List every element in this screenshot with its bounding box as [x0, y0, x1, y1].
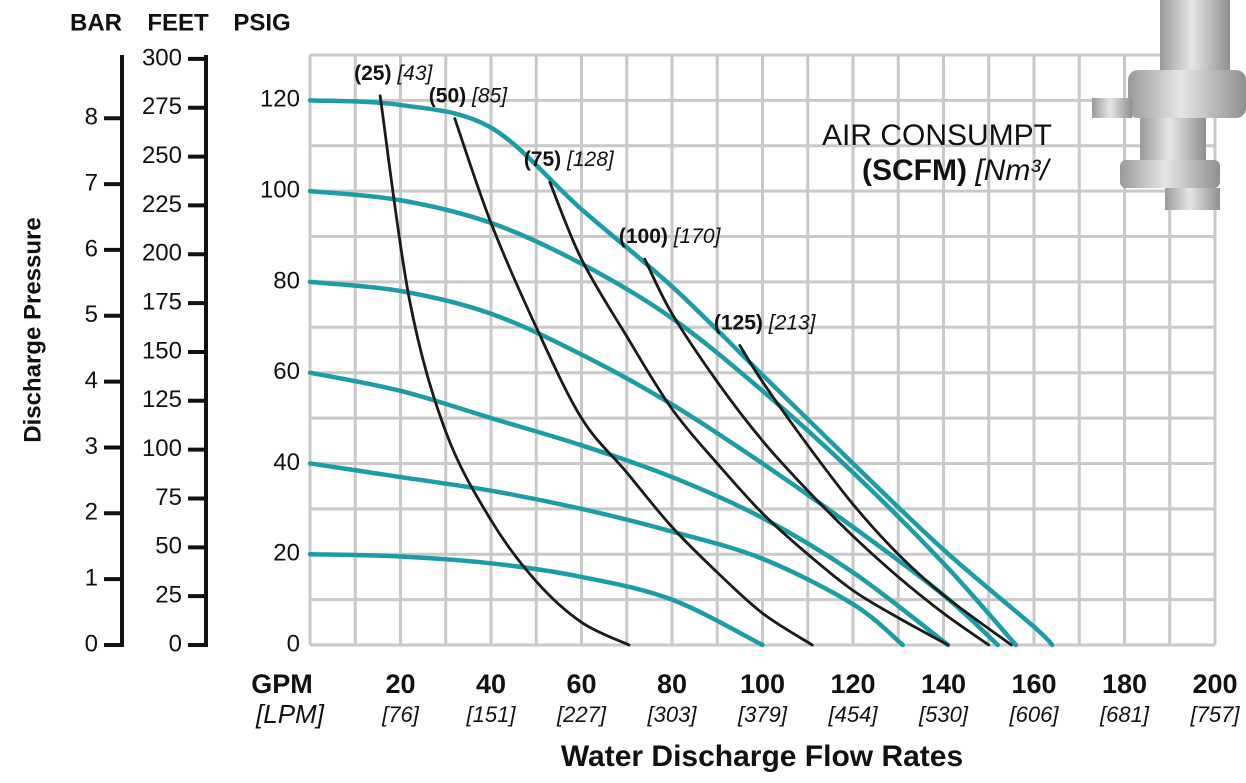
feet-tick-label: 150 — [142, 337, 182, 364]
x-tick-label-metric: [454] — [828, 702, 879, 727]
x-tick-label-metric: [681] — [1099, 702, 1150, 727]
x-tick-label: 120 — [830, 669, 875, 699]
pressure-curve — [307, 551, 765, 648]
pressure-curve — [307, 370, 951, 648]
air-label-scfm: (50) — [429, 84, 466, 107]
bar-axis-title: BAR — [70, 9, 122, 36]
y-tick-label: 80 — [273, 267, 300, 294]
x-axis-title: Water Discharge Flow Rates — [561, 740, 963, 773]
x-tick-label-metric: [379] — [737, 702, 788, 727]
feet-tick-label: 125 — [142, 386, 182, 413]
feet-tick-label: 100 — [142, 435, 182, 462]
x-tick-label-metric: [76] — [381, 702, 420, 727]
y-tick-label: 60 — [273, 358, 300, 385]
pump-flange — [1128, 70, 1246, 118]
subtitle-italic: [Nm³/ — [974, 154, 1051, 187]
x-tick-label: 20 — [385, 669, 415, 699]
air-curve — [548, 180, 950, 647]
chart-subtitle: (SCFM) [Nm³/ — [862, 154, 1051, 187]
bar-tick-label: 4 — [85, 367, 98, 394]
pressure-curve — [307, 188, 1019, 648]
y-tick-label: 120 — [260, 86, 300, 113]
x-tick-label-metric: [303] — [647, 702, 698, 727]
bar-tick-label: 8 — [85, 104, 98, 131]
bar-tick-label: 7 — [85, 169, 98, 196]
air-label-scfm: (25) — [354, 61, 391, 84]
chart-title: AIR CONSUMPT — [822, 119, 1052, 152]
pressure-curve — [307, 98, 1055, 648]
feet-tick-label: 275 — [142, 93, 182, 120]
x-tick-label: 200 — [1192, 669, 1237, 699]
feet-tick-label: 25 — [155, 582, 182, 609]
x-tick-label: 160 — [1011, 669, 1056, 699]
x-tick-label: 60 — [566, 669, 596, 699]
feet-tick-label: 200 — [142, 240, 182, 267]
bar-tick-label: 1 — [85, 564, 98, 591]
y-tick-label: 20 — [273, 540, 300, 567]
feet-axis-title: FEET — [147, 9, 209, 36]
y-tick-label: 100 — [260, 176, 300, 203]
air-label-metric: [128] — [566, 148, 615, 171]
x-unit: GPM — [251, 669, 313, 699]
pump-foot — [1120, 160, 1220, 188]
subtitle-bold: (SCFM) — [862, 154, 967, 187]
air-curve — [643, 257, 991, 647]
feet-tick-label: 75 — [155, 484, 182, 511]
x-tick-label-metric: [757] — [1190, 702, 1241, 727]
curves: (25) [43](50) [85](75) [128](100) [170](… — [307, 61, 1055, 648]
y-tick-label: 0 — [287, 630, 300, 657]
feet-tick-label: 250 — [142, 142, 182, 169]
air-label-metric: [43] — [396, 61, 433, 84]
x-unit-metric: [LPM] — [255, 699, 325, 729]
psig-axis-title: PSIG — [233, 9, 290, 36]
air-curve-label: (75) [128] — [524, 148, 615, 171]
x-tick-label-metric: [227] — [556, 702, 607, 727]
feet-tick-label: 0 — [169, 630, 182, 657]
pump-base — [1165, 188, 1220, 210]
air-label-scfm: (100) — [619, 225, 668, 248]
feet-tick-label: 175 — [142, 288, 182, 315]
grid — [308, 53, 1217, 647]
x-tick-label: 80 — [657, 669, 687, 699]
bar-tick-label: 5 — [85, 301, 98, 328]
axes: 02040608010012020[76]40[151]60[227]80[30… — [85, 44, 1241, 727]
y-tick-label: 40 — [273, 449, 300, 476]
x-tick-label-metric: [530] — [918, 702, 969, 727]
pump-bolt — [1092, 98, 1132, 118]
bar-tick-label: 0 — [85, 630, 98, 657]
x-tick-label: 40 — [476, 669, 506, 699]
x-tick-label: 140 — [921, 669, 966, 699]
air-label-metric: [85] — [471, 84, 508, 107]
air-curve-label: (125) [213] — [714, 311, 817, 334]
air-curve — [738, 344, 1013, 647]
air-label-metric: [170] — [673, 225, 722, 248]
air-curve-label: (50) [85] — [429, 84, 508, 107]
air-curve-label: (100) [170] — [619, 225, 722, 248]
air-curve — [453, 117, 814, 647]
y-axis-title: Discharge Pressure — [19, 217, 46, 442]
bar-tick-label: 2 — [85, 499, 98, 526]
pressure-curve — [307, 461, 906, 648]
pump-image — [1092, 0, 1246, 210]
air-label-scfm: (125) — [714, 311, 763, 334]
air-label-scfm: (75) — [524, 148, 561, 171]
x-tick-label: 180 — [1102, 669, 1147, 699]
pump-body — [1160, 0, 1230, 70]
feet-tick-label: 50 — [155, 533, 182, 560]
pump-port — [1140, 118, 1206, 168]
x-tick-label: 100 — [740, 669, 785, 699]
x-tick-label-metric: [151] — [466, 702, 517, 727]
air-label-metric: [213] — [768, 311, 817, 334]
feet-tick-label: 300 — [142, 44, 182, 71]
pressure-curve — [307, 279, 1001, 648]
air-curve — [378, 94, 631, 647]
x-tick-label-metric: [606] — [1009, 702, 1060, 727]
bar-tick-label: 3 — [85, 433, 98, 460]
bar-tick-label: 6 — [85, 235, 98, 262]
feet-tick-label: 225 — [142, 191, 182, 218]
air-curve-label: (25) [43] — [354, 61, 433, 84]
